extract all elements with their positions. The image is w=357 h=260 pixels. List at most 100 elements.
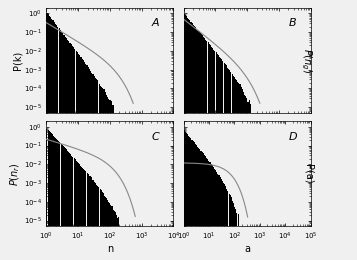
Bar	[240, 84, 241, 260]
Bar	[81, 59, 83, 260]
Bar	[236, 213, 237, 260]
Y-axis label: $P(n_r)$: $P(n_r)$	[9, 162, 22, 186]
Bar	[108, 99, 109, 260]
Bar	[57, 140, 58, 260]
Bar	[244, 95, 245, 260]
Bar	[49, 16, 50, 260]
Bar	[80, 57, 81, 260]
Bar	[232, 201, 233, 260]
Bar	[67, 40, 68, 260]
Bar	[116, 215, 117, 260]
Bar	[220, 177, 221, 260]
Bar	[227, 191, 228, 260]
Bar	[73, 47, 74, 260]
Bar	[106, 95, 107, 260]
Bar	[95, 77, 96, 260]
Bar	[227, 68, 228, 260]
Bar	[230, 72, 231, 260]
Bar	[186, 16, 187, 260]
Bar	[207, 42, 208, 260]
Bar	[228, 69, 229, 260]
Bar	[74, 158, 75, 260]
Bar	[185, 132, 186, 260]
X-axis label: n: n	[107, 244, 113, 254]
Bar	[82, 167, 83, 260]
Bar	[68, 42, 69, 260]
Bar	[55, 138, 56, 260]
Bar	[95, 183, 96, 260]
Bar	[107, 97, 108, 260]
Bar	[237, 214, 238, 260]
Bar	[243, 92, 244, 260]
Bar	[101, 190, 102, 260]
Bar	[187, 18, 188, 260]
Bar	[211, 47, 212, 260]
Bar	[186, 133, 187, 260]
Bar	[113, 105, 114, 260]
Bar	[248, 100, 250, 260]
Bar	[196, 29, 197, 260]
Bar	[55, 24, 56, 260]
Bar	[212, 165, 213, 260]
Bar	[202, 152, 203, 260]
Bar	[213, 50, 214, 260]
Bar	[200, 33, 201, 260]
Bar	[68, 152, 69, 260]
Bar	[205, 40, 206, 260]
Bar	[87, 67, 89, 260]
Bar	[209, 44, 210, 260]
Bar	[64, 147, 65, 260]
Bar	[216, 172, 217, 260]
Bar	[221, 59, 222, 260]
Bar	[218, 175, 220, 260]
Bar	[102, 88, 103, 260]
Bar	[93, 180, 94, 260]
Bar	[105, 197, 106, 260]
Bar	[107, 200, 108, 260]
Bar	[247, 102, 248, 260]
Bar	[97, 186, 99, 260]
Bar	[51, 19, 52, 260]
Bar	[206, 41, 207, 260]
Bar	[223, 183, 224, 260]
Bar	[47, 130, 49, 260]
Bar	[210, 162, 211, 260]
Bar	[191, 140, 192, 260]
Bar	[67, 151, 68, 260]
Bar	[233, 76, 234, 260]
Bar	[229, 70, 230, 260]
Bar	[188, 19, 189, 260]
Bar	[91, 73, 92, 260]
Bar	[110, 205, 111, 260]
Bar	[234, 207, 235, 260]
Bar	[196, 145, 197, 260]
Bar	[96, 185, 97, 260]
Bar	[193, 25, 194, 260]
Bar	[54, 22, 55, 260]
Bar	[59, 28, 60, 260]
Bar	[211, 164, 212, 260]
Bar	[102, 192, 103, 260]
Bar	[56, 139, 57, 260]
Bar	[63, 146, 64, 260]
Bar	[78, 54, 79, 260]
Bar	[202, 35, 203, 260]
Bar	[208, 161, 210, 260]
Bar	[89, 176, 90, 260]
Bar	[108, 203, 109, 260]
Bar	[204, 155, 205, 260]
Bar	[100, 86, 101, 260]
Bar	[46, 129, 47, 260]
Bar	[81, 167, 82, 260]
Bar	[221, 179, 222, 260]
Bar	[233, 203, 234, 260]
Bar	[46, 12, 47, 260]
Bar	[61, 31, 62, 260]
Bar	[62, 33, 63, 260]
Bar	[86, 66, 87, 260]
Bar	[206, 158, 207, 260]
Y-axis label: $P(n_g)$: $P(n_g)$	[299, 48, 313, 73]
Bar	[101, 87, 102, 260]
Bar	[235, 209, 236, 260]
Bar	[47, 14, 49, 260]
